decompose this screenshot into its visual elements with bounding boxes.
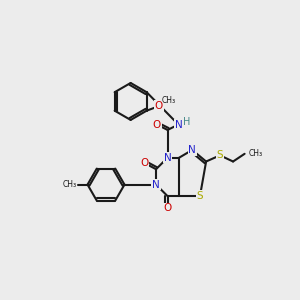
Text: S: S	[217, 150, 223, 160]
Text: O: O	[140, 158, 148, 168]
Text: S: S	[196, 191, 203, 201]
Text: CH₃: CH₃	[162, 96, 176, 105]
Text: H: H	[183, 117, 190, 127]
Text: N: N	[164, 153, 172, 163]
Text: O: O	[153, 119, 161, 130]
Text: CH₃: CH₃	[248, 149, 262, 158]
Text: CH₃: CH₃	[63, 180, 77, 189]
Text: O: O	[164, 203, 172, 214]
Text: O: O	[155, 101, 163, 111]
Text: N: N	[188, 145, 196, 155]
Text: N: N	[152, 180, 160, 190]
Text: N: N	[175, 119, 182, 130]
